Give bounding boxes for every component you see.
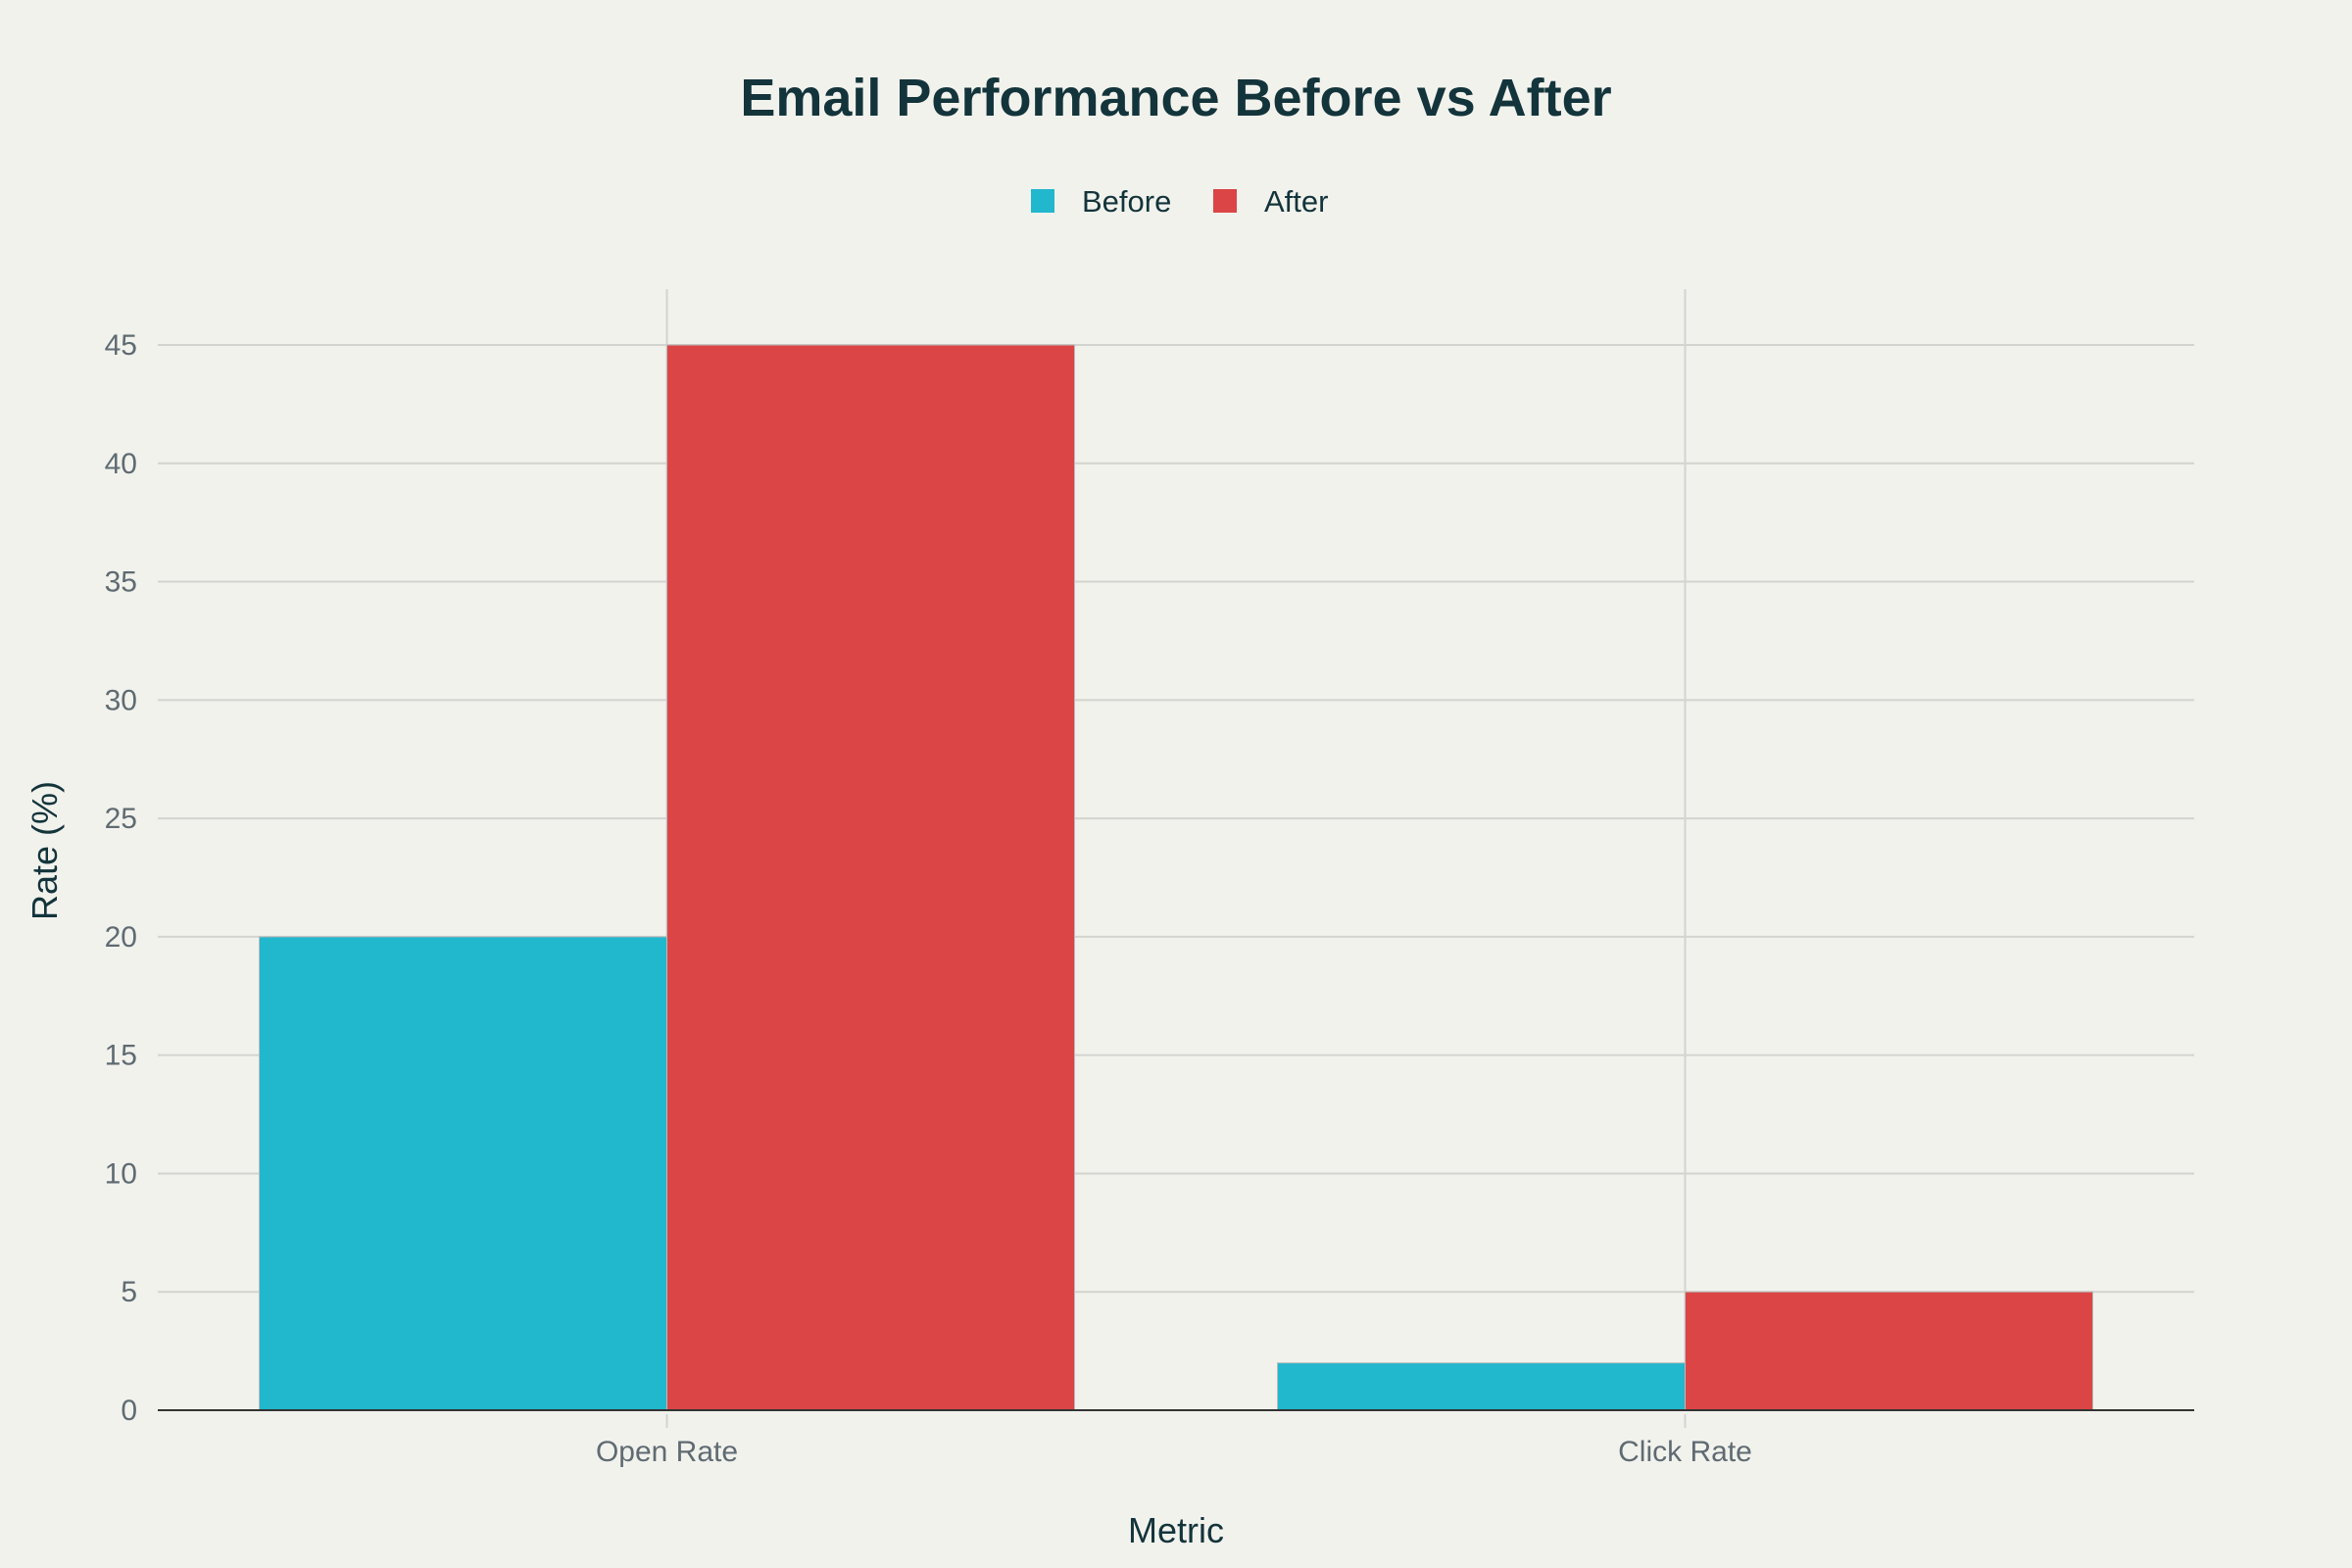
legend: Before After — [1031, 184, 1328, 219]
y-tick-label: 5 — [121, 1276, 137, 1308]
legend-label-after[interactable]: After — [1264, 184, 1328, 219]
bar-after-click-rate[interactable] — [1685, 1291, 2093, 1411]
y-tick-label: 0 — [121, 1395, 137, 1427]
y-tick-label: 15 — [105, 1040, 137, 1072]
bar-before-open-rate[interactable] — [259, 936, 667, 1411]
y-axis-title: Rate (%) — [24, 781, 65, 920]
y-tick-label: 45 — [105, 329, 137, 362]
x-tick-labels: Open Rate Click Rate — [596, 1414, 1752, 1468]
bars — [259, 344, 2093, 1411]
bar-before-click-rate[interactable] — [1277, 1362, 1686, 1411]
y-tick-label: 20 — [105, 921, 137, 954]
x-tick-label: Open Rate — [596, 1436, 738, 1468]
y-tick-label: 40 — [105, 448, 137, 480]
y-tick-labels: 0 5 10 15 20 25 30 35 40 45 — [105, 329, 137, 1427]
y-tick-label: 25 — [105, 803, 137, 835]
y-tick-label: 30 — [105, 684, 137, 716]
legend-swatch-before — [1031, 189, 1054, 213]
y-tick-label: 35 — [105, 566, 137, 599]
x-axis-title: Metric — [1128, 1510, 1224, 1550]
legend-label-before[interactable]: Before — [1082, 184, 1171, 219]
y-tick-label: 10 — [105, 1157, 137, 1190]
chart-title: Email Performance Before vs After — [740, 69, 1611, 127]
legend-swatch-after — [1213, 189, 1237, 213]
x-tick-label: Click Rate — [1618, 1436, 1752, 1468]
bar-after-open-rate[interactable] — [666, 344, 1075, 1411]
